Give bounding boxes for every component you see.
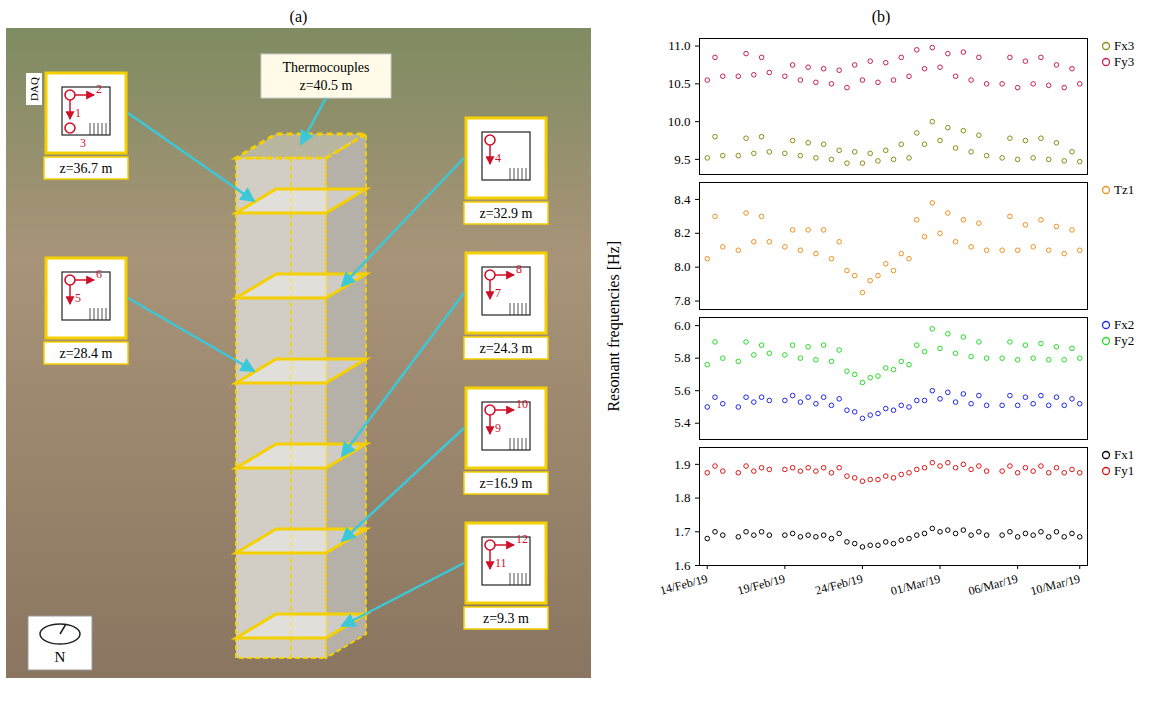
svg-text:10: 10 — [516, 397, 528, 411]
svg-text:24/Feb/19: 24/Feb/19 — [814, 571, 865, 597]
html-text:Resonant frequencies [Hz]: Resonant frequencies [Hz] — [605, 241, 622, 412]
html-text:Tz1: Tz1 — [1114, 182, 1135, 197]
svg-text:5.8: 5.8 — [674, 350, 690, 365]
svg-text:3: 3 — [80, 136, 86, 150]
svg-text:14/Feb/19: 14/Feb/19 — [658, 571, 709, 597]
html-text:Fx2: Fx2 — [1114, 317, 1135, 332]
svg-text:5.6: 5.6 — [674, 383, 691, 398]
svg-text:11.0: 11.0 — [668, 38, 690, 53]
svg-text:6: 6 — [96, 267, 102, 281]
html-text:(a): (a) — [289, 8, 308, 25]
svg-text:4: 4 — [495, 151, 501, 165]
svg-text:z=40.5 m: z=40.5 m — [300, 78, 353, 93]
svg-text:1.9: 1.9 — [674, 457, 690, 472]
svg-text:7.8: 7.8 — [674, 293, 690, 308]
svg-text:2: 2 — [96, 82, 102, 96]
svg-text:06/Mar/19: 06/Mar/19 — [967, 571, 1020, 598]
html-text:(b): (b) — [871, 8, 891, 25]
svg-text:10.0: 10.0 — [668, 114, 691, 129]
svg-text:10/Mar/19: 10/Mar/19 — [1029, 571, 1082, 598]
svg-text:8.4: 8.4 — [674, 192, 691, 207]
svg-text:5.4: 5.4 — [674, 415, 691, 430]
svg-text:8.2: 8.2 — [674, 225, 690, 240]
svg-text:Thermocouples: Thermocouples — [282, 60, 369, 75]
svg-text:01/Mar/19: 01/Mar/19 — [889, 571, 942, 598]
svg-text:10.5: 10.5 — [668, 76, 691, 91]
svg-text:11: 11 — [495, 556, 507, 570]
svg-text:1: 1 — [75, 106, 81, 120]
svg-text:z=32.9 m: z=32.9 m — [480, 206, 533, 221]
svg-text:12: 12 — [516, 532, 528, 546]
svg-text:5: 5 — [75, 291, 81, 305]
svg-text:9.5: 9.5 — [674, 152, 690, 167]
html-text:Fx3: Fx3 — [1114, 38, 1135, 53]
svg-text:6.0: 6.0 — [674, 318, 690, 333]
svg-text:1.8: 1.8 — [674, 490, 690, 505]
svg-text:1.6: 1.6 — [674, 558, 691, 573]
html-text:Fy2: Fy2 — [1114, 333, 1135, 348]
svg-text:z=36.7 m: z=36.7 m — [60, 161, 113, 176]
html-text:Fx1: Fx1 — [1114, 447, 1135, 462]
svg-text:7: 7 — [495, 286, 501, 300]
svg-text:N: N — [55, 649, 66, 665]
svg-text:z=9.3 m: z=9.3 m — [483, 611, 529, 626]
svg-text:DAQ: DAQ — [28, 77, 40, 101]
html-text:Fy3: Fy3 — [1114, 54, 1135, 69]
svg-text:z=24.3 m: z=24.3 m — [480, 341, 533, 356]
svg-text:8.0: 8.0 — [674, 259, 690, 274]
html-text:Fy1: Fy1 — [1114, 463, 1135, 478]
svg-text:19/Feb/19: 19/Feb/19 — [736, 571, 787, 597]
svg-text:z=28.4 m: z=28.4 m — [60, 346, 113, 361]
svg-text:z=16.9 m: z=16.9 m — [480, 476, 533, 491]
svg-text:1.7: 1.7 — [674, 524, 691, 539]
svg-text:9: 9 — [495, 421, 501, 435]
svg-text:8: 8 — [516, 262, 522, 276]
